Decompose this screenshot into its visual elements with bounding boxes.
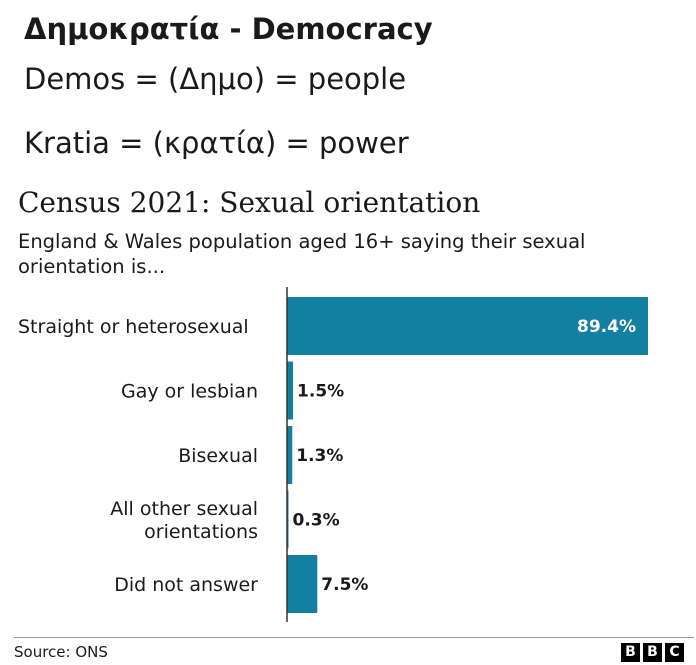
bar bbox=[287, 297, 648, 355]
bar bbox=[287, 426, 293, 484]
source-note: Source: ONS bbox=[14, 643, 108, 661]
bbc-logo: B B C bbox=[621, 643, 684, 662]
value-label: 1.3% bbox=[296, 446, 343, 466]
category-label: Bisexual bbox=[178, 445, 258, 467]
value-label: 7.5% bbox=[321, 575, 368, 595]
category-label: All other sexual orientations bbox=[110, 498, 258, 543]
chart-subtitle: England & Wales population aged 16+ sayi… bbox=[18, 230, 586, 278]
value-label: 1.5% bbox=[297, 382, 344, 402]
bbc-logo-block: B bbox=[621, 643, 640, 662]
heading-title: Δημοκρατία - Democracy bbox=[24, 12, 433, 46]
chart-title: Census 2021: Sexual orientation bbox=[18, 186, 481, 219]
heading-line-kratia: Kratia = (κρατία) = power bbox=[24, 126, 409, 160]
bar bbox=[287, 361, 294, 420]
category-label: Gay or lesbian bbox=[121, 381, 258, 403]
bbc-logo-block: C bbox=[665, 643, 684, 662]
value-label: 89.4% bbox=[577, 317, 636, 337]
category-label: Straight or heterosexual bbox=[18, 316, 249, 338]
value-label: 0.3% bbox=[293, 511, 340, 531]
heading-line-demos: Demos = (Δημο) = people bbox=[24, 62, 407, 96]
bbc-logo-block: B bbox=[643, 643, 662, 662]
bar bbox=[287, 555, 318, 613]
category-label: Did not answer bbox=[114, 574, 258, 596]
footer-divider bbox=[14, 637, 694, 638]
